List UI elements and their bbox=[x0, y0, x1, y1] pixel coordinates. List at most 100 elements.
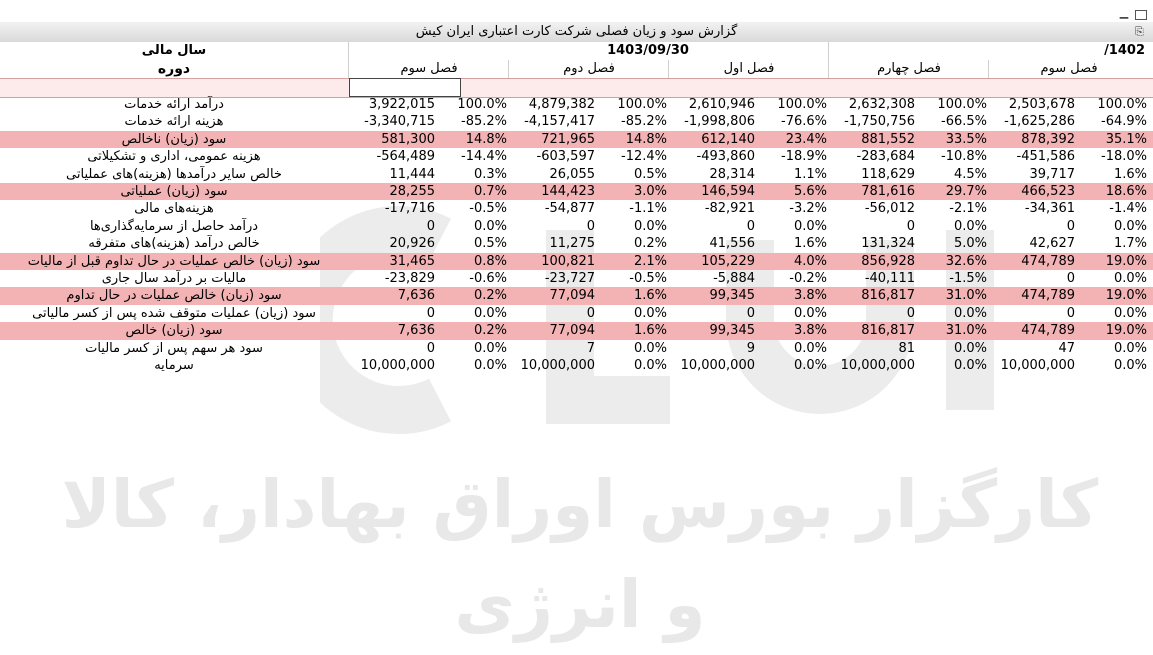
value-cell: 0 bbox=[1066, 305, 1075, 321]
value-cell: -56,012 bbox=[864, 201, 915, 217]
percent-cell: 29.7% bbox=[945, 184, 987, 199]
percent-cell: 19.0% bbox=[1105, 288, 1147, 304]
percent-cell: 100.0% bbox=[617, 97, 667, 112]
percent-cell: 0.0% bbox=[473, 218, 507, 234]
table-row[interactable]: هزینه‌های مالی -17,716 -0.5% -54,877 -1.1% -8… bbox=[0, 200, 1153, 217]
percent-cell: 0.0% bbox=[953, 305, 987, 321]
window-title-bar: گزارش سود و زیان فصلی شرکت کارت اعتباری … bbox=[0, 22, 1153, 43]
percent-cell: 0.0% bbox=[953, 358, 987, 373]
value-cell: 11,444 bbox=[389, 166, 436, 182]
percent-cell: 4.0% bbox=[793, 253, 827, 269]
percent-cell: 23.4% bbox=[785, 131, 827, 147]
table-row[interactable]: سود (زیان) خالص عملیات در حال تداوم قبل … bbox=[0, 252, 1153, 270]
percent-cell: 0.0% bbox=[633, 218, 667, 234]
window-title: گزارش سود و زیان فصلی شرکت کارت اعتباری … bbox=[415, 24, 738, 39]
value-cell: 612,140 bbox=[701, 131, 755, 147]
row-label: خالص درآمد (هزینه)های متفرقه bbox=[88, 236, 260, 252]
value-cell: 0 bbox=[746, 218, 755, 234]
quarter-header-5: فصل سوم bbox=[1040, 61, 1098, 76]
percent-cell: 3.8% bbox=[793, 288, 827, 304]
percent-cell: -18.9% bbox=[781, 149, 827, 165]
percent-cell: 0.0% bbox=[473, 340, 507, 356]
percent-cell: 35.1% bbox=[1105, 131, 1147, 147]
table-row[interactable]: سود (زیان) ناخالص 581,300 14.8% 721,965 14.8… bbox=[0, 130, 1153, 149]
value-cell: 31,465 bbox=[389, 253, 436, 269]
value-cell: 0 bbox=[426, 340, 435, 356]
selected-cell[interactable] bbox=[349, 78, 461, 97]
value-cell: -34,361 bbox=[1024, 201, 1075, 217]
table-row[interactable]: سود (زیان) عملیات متوقف شده پس از کسر ما… bbox=[0, 305, 1153, 322]
percent-cell: 0.0% bbox=[953, 340, 987, 356]
percent-cell: 100.0% bbox=[937, 97, 987, 112]
table-row[interactable]: سرمایه 10,000,000 0.0% 10,000,000 0.0% 10,000… bbox=[0, 357, 1153, 374]
percent-cell: 4.5% bbox=[953, 166, 987, 182]
table-row[interactable]: درآمد حاصل از سرمایه‌گذاری‌ها 0 0.0% 0 0.0% 0… bbox=[0, 218, 1153, 235]
percent-cell: 0.0% bbox=[1113, 218, 1147, 234]
percent-cell: 33.5% bbox=[945, 131, 987, 147]
row-label: سود (زیان) خالص عملیات در حال تداوم bbox=[66, 288, 282, 304]
value-cell: 10,000,000 bbox=[840, 358, 915, 373]
percent-cell: 32.6% bbox=[945, 253, 987, 269]
value-cell: 10,000,000 bbox=[680, 358, 755, 373]
table-row[interactable]: سود (زیان) خالص 7,636 0.2% 77,094 1.6% 99,345… bbox=[0, 322, 1153, 340]
table-row[interactable]: هزینه عمومی، اداری و تشکیلاتی -564,489 -14… bbox=[0, 148, 1153, 165]
table-row[interactable]: سود (زیان) عملیاتی 28,255 0.7% 144,423 3.0% 1… bbox=[0, 183, 1153, 201]
value-cell: 47 bbox=[1058, 340, 1075, 356]
percent-cell: 0.0% bbox=[1113, 358, 1147, 373]
table-row[interactable]: هزینه ارائه خدمات -3,340,715 -85.2% -4,157,… bbox=[0, 113, 1153, 130]
table-row[interactable]: مالیات بر درآمد سال جاری -23,829 -0.6% -23,… bbox=[0, 270, 1153, 287]
percent-cell: 0.5% bbox=[633, 166, 667, 182]
export-excel-icon[interactable]: ⎘ bbox=[1135, 25, 1144, 38]
percent-cell: 0.0% bbox=[793, 305, 827, 321]
row-label: سود (زیان) خالص عملیات در حال تداوم قبل … bbox=[27, 253, 321, 269]
percent-cell: -12.4% bbox=[621, 149, 667, 165]
percent-cell: 0.0% bbox=[1113, 305, 1147, 321]
percent-cell: -1.5% bbox=[949, 271, 987, 286]
table-row[interactable]: سود (زیان) خالص عملیات در حال تداوم 7,636… bbox=[0, 287, 1153, 305]
watermark-text: کارگزار بورس اوراق بهادار، کالا و انرژی bbox=[61, 466, 1099, 643]
period-date-1402: /1402 bbox=[1104, 43, 1145, 58]
percent-cell: 0.0% bbox=[473, 305, 507, 321]
value-cell: -17,716 bbox=[384, 201, 435, 217]
percent-cell: -10.8% bbox=[941, 149, 987, 165]
percent-cell: -2.1% bbox=[949, 201, 987, 217]
value-cell: 118,629 bbox=[861, 166, 915, 182]
row-label: هزینه‌های مالی bbox=[134, 201, 214, 217]
period-label: دوره bbox=[157, 61, 191, 77]
value-cell: 77,094 bbox=[549, 323, 596, 339]
value-cell: 100,821 bbox=[541, 253, 595, 269]
quarter-header-3: فصل اول bbox=[723, 61, 775, 76]
value-cell: 0 bbox=[586, 218, 595, 234]
percent-cell: 0.0% bbox=[633, 340, 667, 356]
fiscal-year-label: سال مالی bbox=[141, 43, 207, 58]
minimize-icon[interactable]: ▁ bbox=[1119, 6, 1129, 19]
table-row[interactable]: خالص سایر درآمدها (هزینه)های عملیاتی 11,4… bbox=[0, 166, 1153, 183]
value-cell: -40,111 bbox=[864, 271, 915, 286]
value-cell: -1,998,806 bbox=[684, 114, 755, 130]
row-label: سرمایه bbox=[154, 358, 194, 373]
value-cell: 816,817 bbox=[861, 288, 915, 304]
maximize-icon[interactable] bbox=[1135, 10, 1147, 20]
value-cell: 10,000,000 bbox=[520, 358, 595, 373]
percent-cell: 1.7% bbox=[1113, 236, 1147, 252]
value-cell: 41,556 bbox=[709, 236, 756, 252]
percent-cell: -85.2% bbox=[621, 114, 667, 130]
value-cell: -603,597 bbox=[536, 149, 595, 165]
row-label: سود (زیان) عملیاتی bbox=[120, 184, 228, 199]
row-label: سود (زیان) خالص bbox=[125, 323, 223, 339]
table-row[interactable]: خالص درآمد (هزینه)های متفرقه 20,926 0.5% 11… bbox=[0, 235, 1153, 252]
value-cell: 7 bbox=[586, 340, 595, 356]
value-cell: 11,275 bbox=[549, 236, 596, 252]
value-cell: -23,829 bbox=[384, 271, 435, 286]
value-cell: -493,860 bbox=[696, 149, 755, 165]
percent-cell: 1.6% bbox=[793, 236, 827, 252]
table-row[interactable]: درآمد ارائه خدمات 3,922,015 100.0% 4,879,38… bbox=[0, 96, 1153, 113]
value-cell: 0 bbox=[1066, 271, 1075, 286]
table-row[interactable]: سود هر سهم پس از کسر مالیات 0 0.0% 7 0.0% 9 0.… bbox=[0, 340, 1153, 357]
row-label: هزینه عمومی، اداری و تشکیلاتی bbox=[87, 149, 261, 165]
percent-cell: 0.0% bbox=[1113, 340, 1147, 356]
value-cell: 0 bbox=[746, 305, 755, 321]
percent-cell: 31.0% bbox=[945, 288, 987, 304]
value-cell: 39,717 bbox=[1029, 166, 1076, 182]
value-cell: 881,552 bbox=[861, 131, 915, 147]
